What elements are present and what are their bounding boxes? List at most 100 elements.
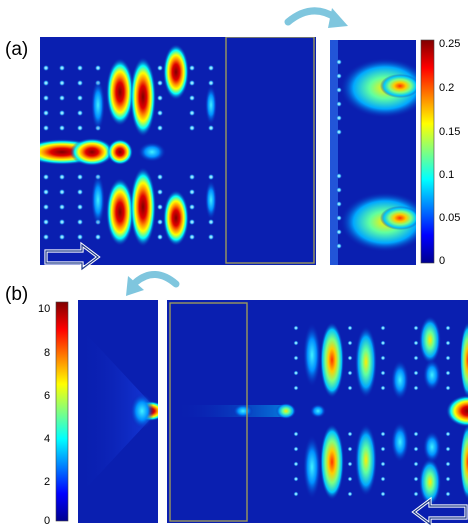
panel-a-colorbar-tick: 0.15 <box>439 126 460 138</box>
scatterer-dot <box>156 188 164 196</box>
panel-b-field <box>167 300 468 523</box>
scatterer-dot <box>156 109 164 117</box>
scatterer-dot <box>293 491 299 497</box>
scatterer-dot <box>188 203 196 211</box>
scatterer-dot <box>58 124 66 132</box>
scatterer-dot <box>336 243 342 249</box>
scatterer-dot <box>58 188 66 196</box>
scatterer-dot <box>42 94 50 102</box>
scatterer-dot <box>293 431 299 437</box>
scatterer-dot <box>413 431 419 437</box>
scatterer-dot <box>347 431 353 437</box>
scatterer-dot <box>445 385 451 391</box>
panel-a-inset-field <box>330 40 416 265</box>
scatterer-dot <box>413 355 419 361</box>
scatterer-dot <box>58 79 66 87</box>
scatterer-dot <box>94 233 102 241</box>
scatterer-dot <box>336 73 342 79</box>
scatterer-dot <box>413 476 419 482</box>
scatterer-dot <box>336 87 342 93</box>
scatterer-dot <box>445 491 451 497</box>
scatterer-dot <box>207 218 215 226</box>
panel-a-field <box>40 37 316 265</box>
scatterer-dot <box>188 218 196 226</box>
scatterer-dot <box>347 476 353 482</box>
scatterer-dot <box>380 461 386 467</box>
scatterer-dot <box>336 201 342 207</box>
scatterer-dot <box>347 340 353 346</box>
panel-a-colorbar: 0.25 0.2 0.15 0.1 0.05 0 <box>420 38 460 267</box>
panel-a-colorbar-tick: 0.25 <box>439 38 460 50</box>
panel-b-colorbar-tick: 6 <box>44 390 50 402</box>
scatterer-dot <box>207 64 215 72</box>
scatterer-dot <box>413 370 419 376</box>
scatterer-dot <box>380 446 386 452</box>
scatterer-dot <box>188 94 196 102</box>
scatterer-dot <box>413 461 419 467</box>
scatterer-dot <box>445 476 451 482</box>
scatterer-dot <box>76 218 84 226</box>
panel-a-inset-edge-dots <box>336 59 342 249</box>
scatterer-dot <box>347 491 353 497</box>
scatterer-dot <box>207 233 215 241</box>
scatterer-dot <box>188 64 196 72</box>
scatterer-dot <box>445 461 451 467</box>
scatterer-dot <box>413 325 419 331</box>
scatterer-dot <box>347 370 353 376</box>
scatterer-dot <box>336 101 342 107</box>
scatterer-dot <box>42 64 50 72</box>
panel-b-label: (b) <box>5 284 28 305</box>
panel-b-inset-field <box>78 300 158 523</box>
scatterer-dot <box>42 109 50 117</box>
scatterer-dot <box>347 461 353 467</box>
scatterer-dot <box>380 370 386 376</box>
scatterer-dot <box>76 188 84 196</box>
scatterer-dot <box>76 173 84 181</box>
scatterer-dot <box>413 340 419 346</box>
scatterer-dot <box>42 188 50 196</box>
scatterer-dot <box>156 64 164 72</box>
panel-b-colorbar: 10 8 6 4 2 0 <box>38 301 69 527</box>
scatterer-dot <box>76 124 84 132</box>
left-arrow-icon <box>411 496 468 528</box>
panel-a-colorbar-tick: 0 <box>439 255 445 267</box>
scatterer-dot <box>42 124 50 132</box>
scatterer-dot <box>336 59 342 65</box>
scatterer-dot <box>42 173 50 181</box>
panel-a-highlight-box <box>225 37 315 264</box>
scatterer-dot <box>188 124 196 132</box>
scatterer-dot <box>207 124 215 132</box>
scatterer-dot <box>76 79 84 87</box>
scatterer-dot <box>380 491 386 497</box>
scatterer-dot <box>42 218 50 226</box>
scatterer-dot <box>58 218 66 226</box>
panel-a-colorbar-tick: 0.2 <box>439 82 454 94</box>
scatterer-dot <box>156 218 164 226</box>
scatterer-dot <box>156 79 164 87</box>
panel-a-curved-arrow-icon <box>284 7 348 28</box>
scatterer-dot <box>413 446 419 452</box>
scatterer-dot <box>58 94 66 102</box>
scatterer-dot <box>380 340 386 346</box>
scatterer-dot <box>347 325 353 331</box>
scatterer-dot <box>293 355 299 361</box>
scatterer-dot <box>76 64 84 72</box>
scatterer-dot <box>336 129 342 135</box>
scatterer-dot <box>188 173 196 181</box>
panel-a: (a) <box>5 7 460 273</box>
scatterer-dot <box>42 203 50 211</box>
scatterer-dot <box>347 355 353 361</box>
scatterer-dot <box>413 491 419 497</box>
scatterer-dot <box>188 109 196 117</box>
scatterer-dot <box>293 446 299 452</box>
scatterer-dot <box>76 233 84 241</box>
scatterer-dot <box>336 187 342 193</box>
scatterer-dot <box>76 94 84 102</box>
panel-b-colorbar-tick: 0 <box>44 515 50 527</box>
scatterer-dot <box>293 340 299 346</box>
scatterer-dot <box>58 173 66 181</box>
panel-b-colorbar-tick: 8 <box>44 347 50 359</box>
scatterer-dot <box>445 340 451 346</box>
scatterer-dot <box>293 325 299 331</box>
panel-a-label: (a) <box>5 39 28 60</box>
